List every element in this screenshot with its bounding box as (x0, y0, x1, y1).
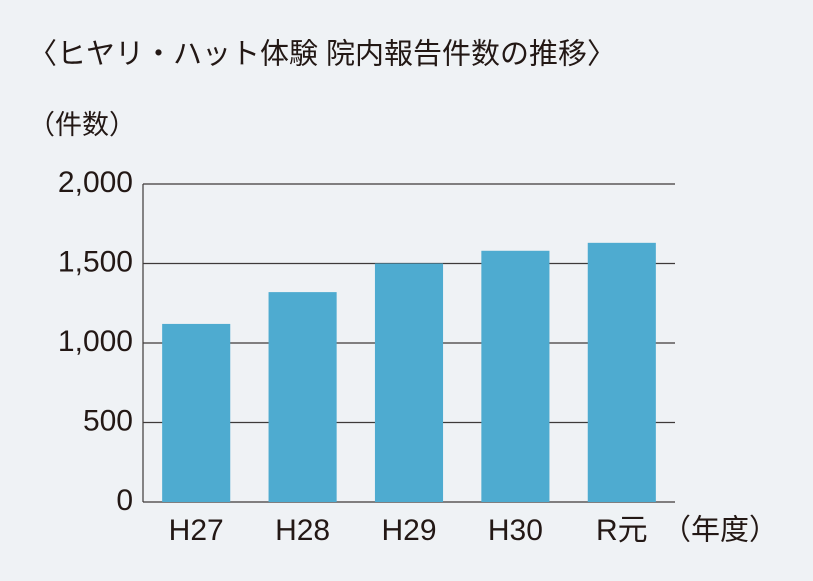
bar (162, 323, 231, 502)
bar (268, 292, 337, 502)
y-tick-label: 500 (83, 404, 133, 437)
x-axis-label: （年度） (662, 514, 778, 547)
y-tick-label: 1,500 (58, 245, 133, 278)
y-tick-label: 0 (116, 484, 133, 517)
chart-title: 〈ヒヤリ・ハット体験 院内報告件数の推移〉 (28, 38, 616, 71)
bar (374, 263, 444, 502)
x-tick-label: H29 (381, 514, 436, 547)
y-tick-label: 2,000 (58, 166, 133, 199)
bar (481, 250, 550, 502)
x-tick-label: R元 (596, 514, 648, 547)
x-tick-label: H30 (488, 514, 543, 547)
x-tick-label: H28 (275, 514, 330, 547)
x-tick-label: H27 (169, 514, 224, 547)
bar (587, 242, 656, 502)
y-axis-label: （件数） (28, 110, 136, 140)
y-tick-label: 1,000 (58, 325, 133, 358)
